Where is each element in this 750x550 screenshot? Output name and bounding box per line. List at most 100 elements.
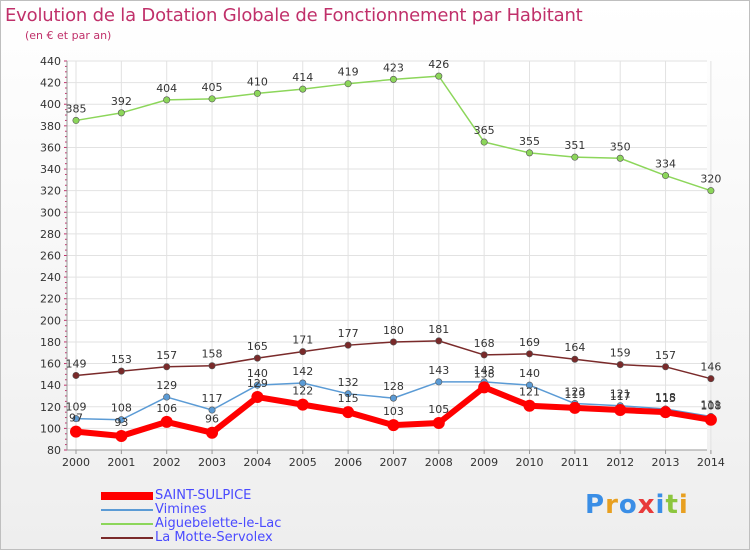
data-point-saint-sulpice xyxy=(704,413,717,426)
data-label-la-motte-servolex: 169 xyxy=(519,336,540,349)
data-label-aiguebelette-le-lac: 334 xyxy=(655,158,676,171)
data-label-vimines: 111 xyxy=(700,399,721,412)
data-point-la-motte-servolex xyxy=(117,367,125,375)
logo-letter: r xyxy=(605,490,619,520)
data-point-aiguebelette-le-lac xyxy=(525,149,533,157)
data-label-saint-sulpice: 117 xyxy=(610,390,631,403)
x-tick-label: 2008 xyxy=(425,456,453,469)
data-point-la-motte-servolex xyxy=(435,337,443,345)
data-label-saint-sulpice: 105 xyxy=(428,403,449,416)
data-point-saint-sulpice xyxy=(387,419,400,432)
x-tick-label: 2002 xyxy=(153,456,181,469)
proxiti-logo: Proxiti xyxy=(585,490,689,520)
data-point-vimines xyxy=(525,381,533,389)
data-point-aiguebelette-le-lac xyxy=(344,80,352,88)
data-point-aiguebelette-le-lac xyxy=(253,89,261,97)
data-label-la-motte-servolex: 153 xyxy=(111,353,132,366)
data-point-aiguebelette-le-lac xyxy=(117,109,125,117)
data-label-vimines: 129 xyxy=(156,379,177,392)
x-tick-label: 2007 xyxy=(379,456,407,469)
y-tick-label: 260 xyxy=(40,250,61,263)
data-point-vimines xyxy=(344,390,352,398)
chart-title: Evolution de la Dotation Globale de Fonc… xyxy=(5,5,583,26)
data-point-saint-sulpice xyxy=(659,406,672,419)
data-label-la-motte-servolex: 171 xyxy=(292,334,313,347)
data-point-la-motte-servolex xyxy=(344,341,352,349)
data-point-la-motte-servolex xyxy=(208,362,216,370)
data-label-aiguebelette-le-lac: 355 xyxy=(519,135,540,148)
data-label-aiguebelette-le-lac: 350 xyxy=(610,140,631,153)
data-label-la-motte-servolex: 159 xyxy=(610,347,631,360)
legend-swatch-saint-sulpice xyxy=(101,492,153,500)
data-point-la-motte-servolex xyxy=(72,371,80,379)
data-point-saint-sulpice xyxy=(160,415,173,428)
data-point-aiguebelette-le-lac xyxy=(299,85,307,93)
logo-letter: o xyxy=(618,490,638,520)
data-point-la-motte-servolex xyxy=(253,354,261,362)
data-point-la-motte-servolex xyxy=(571,355,579,363)
x-tick-label: 2000 xyxy=(62,456,90,469)
data-label-saint-sulpice: 138 xyxy=(474,367,495,380)
data-point-la-motte-servolex xyxy=(707,375,715,383)
data-label-la-motte-servolex: 146 xyxy=(700,361,721,374)
data-point-vimines xyxy=(299,379,307,387)
data-label-saint-sulpice: 93 xyxy=(114,416,128,429)
data-point-saint-sulpice xyxy=(115,429,128,442)
data-point-vimines xyxy=(253,381,261,389)
data-point-la-motte-servolex xyxy=(616,361,624,369)
data-label-aiguebelette-le-lac: 423 xyxy=(383,61,404,74)
data-label-vimines: 132 xyxy=(338,376,359,389)
data-label-la-motte-servolex: 177 xyxy=(338,327,359,340)
data-label-saint-sulpice: 122 xyxy=(292,385,313,398)
logo-letter: P xyxy=(585,490,606,520)
y-tick-label: 80 xyxy=(47,444,61,457)
data-label-vimines: 142 xyxy=(292,365,313,378)
data-label-vimines: 109 xyxy=(66,401,87,414)
data-label-la-motte-servolex: 158 xyxy=(202,348,223,361)
legend-swatch-aiguebelette xyxy=(101,523,153,525)
data-label-la-motte-servolex: 149 xyxy=(66,357,87,370)
legend-label-aiguebelette: Aiguebelette-le-Lac xyxy=(155,516,282,531)
data-point-saint-sulpice xyxy=(251,391,264,404)
data-point-aiguebelette-le-lac xyxy=(662,172,670,180)
data-label-vimines: 140 xyxy=(519,367,540,380)
data-point-aiguebelette-le-lac xyxy=(163,96,171,104)
data-label-vimines: 143 xyxy=(474,364,495,377)
data-label-vimines: 140 xyxy=(247,367,268,380)
data-label-saint-sulpice: 129 xyxy=(247,377,268,390)
legend-label-saint-sulpice: SAINT-SULPICE xyxy=(155,488,252,503)
data-label-la-motte-servolex: 165 xyxy=(247,340,268,353)
data-point-aiguebelette-le-lac xyxy=(707,187,715,195)
data-point-vimines xyxy=(163,393,171,401)
data-label-aiguebelette-le-lac: 419 xyxy=(338,66,359,79)
data-point-saint-sulpice xyxy=(342,406,355,419)
data-label-saint-sulpice: 96 xyxy=(205,413,219,426)
data-point-aiguebelette-le-lac xyxy=(389,75,397,83)
x-tick-label: 2001 xyxy=(107,456,135,469)
x-tick-label: 2009 xyxy=(470,456,498,469)
x-tick-label: 2005 xyxy=(289,456,317,469)
data-label-saint-sulpice: 103 xyxy=(383,405,404,418)
y-tick-label: 340 xyxy=(40,163,61,176)
y-tick-label: 140 xyxy=(40,379,61,392)
x-tick-label: 2013 xyxy=(652,456,680,469)
data-point-aiguebelette-le-lac xyxy=(208,95,216,103)
data-point-saint-sulpice xyxy=(478,381,491,394)
data-point-aiguebelette-le-lac xyxy=(571,153,579,161)
data-point-saint-sulpice xyxy=(568,401,581,414)
data-point-saint-sulpice xyxy=(614,404,627,417)
data-label-aiguebelette-le-lac: 414 xyxy=(292,71,313,84)
data-label-saint-sulpice: 97 xyxy=(69,412,83,425)
data-label-la-motte-servolex: 168 xyxy=(474,337,495,350)
data-point-vimines xyxy=(208,406,216,414)
x-tick-label: 2014 xyxy=(697,456,725,469)
data-point-saint-sulpice xyxy=(206,426,219,439)
data-label-vimines: 128 xyxy=(383,380,404,393)
y-tick-label: 440 xyxy=(40,55,61,68)
y-tick-label: 160 xyxy=(40,358,61,371)
logo-letter: x xyxy=(637,490,656,520)
data-label-la-motte-servolex: 181 xyxy=(428,323,449,336)
data-label-vimines: 117 xyxy=(202,392,223,405)
y-tick-label: 320 xyxy=(40,185,61,198)
data-point-la-motte-servolex xyxy=(480,351,488,359)
